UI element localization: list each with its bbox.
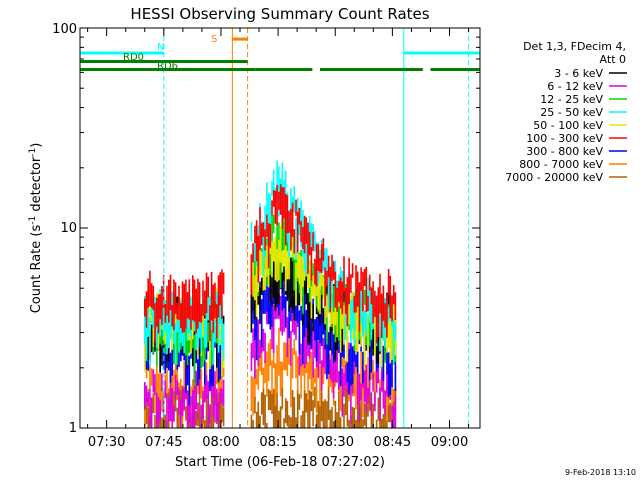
flag-label-0: N [157,42,164,53]
series-8-trace-1 [250,386,397,428]
legend-label-7: 800 - 7000 keV [519,158,603,171]
y-axis-label-exp2: -1 [28,148,38,157]
legend-label-4: 50 - 100 keV [533,119,603,132]
chart-title: HESSI Observing Summary Count Rates [130,5,429,23]
y-axis-label-end: ) [29,143,44,148]
x-tick-label-6: 09:00 [431,435,468,450]
flag-label-1: RD0 [123,52,144,63]
x-tick-label-1: 07:45 [145,435,182,450]
x-tick-label-3: 08:15 [259,435,296,450]
y-axis-label-exp1: -1 [28,216,38,225]
x-tick-label-2: 08:00 [202,435,239,450]
plot-area: N RD0 RD6 S [79,28,480,428]
y-tick-label-10: 10 [60,221,77,236]
y-axis-label: Count Rate (s-1 detector-1) [28,143,44,314]
legend-label-6: 300 - 800 keV [526,145,603,158]
y-axis: 1 10 100 [52,22,480,436]
legend-label-0: 3 - 6 keV [554,67,603,80]
y-tick-label-1: 1 [69,421,77,436]
y-axis-label-mid: detector [29,156,44,216]
x-tick-label-4: 08:30 [317,435,354,450]
x-tick-label-5: 08:45 [374,435,411,450]
timestamp: 9-Feb-2018 13:10 [565,468,636,477]
flag-label-3: S [211,34,217,45]
x-axis: 07:30 07:45 08:00 08:15 08:30 08:45 09:00 [87,28,470,450]
flag-label-2: RD6 [157,61,178,72]
x-axis-label: Start Time (06-Feb-18 07:27:02) [175,455,385,470]
y-tick-label-100: 100 [52,22,77,37]
legend-label-1: 6 - 12 keV [547,80,603,93]
legend-header-line2: Att 0 [600,53,626,66]
y-axis-label-base: Count Rate (s [29,225,44,314]
legend-label-3: 25 - 50 keV [540,106,603,119]
series-5-trace-0 [144,269,225,342]
series-5-trace-1 [250,184,397,344]
legend-label-8: 7000 - 20000 keV [505,171,603,184]
x-tick-label-0: 07:30 [88,435,125,450]
legend-header-line1: Det 1,3, FDecim 4, [523,40,626,53]
legend-label-5: 100 - 300 keV [526,132,603,145]
legend-label-2: 12 - 25 keV [540,93,603,106]
